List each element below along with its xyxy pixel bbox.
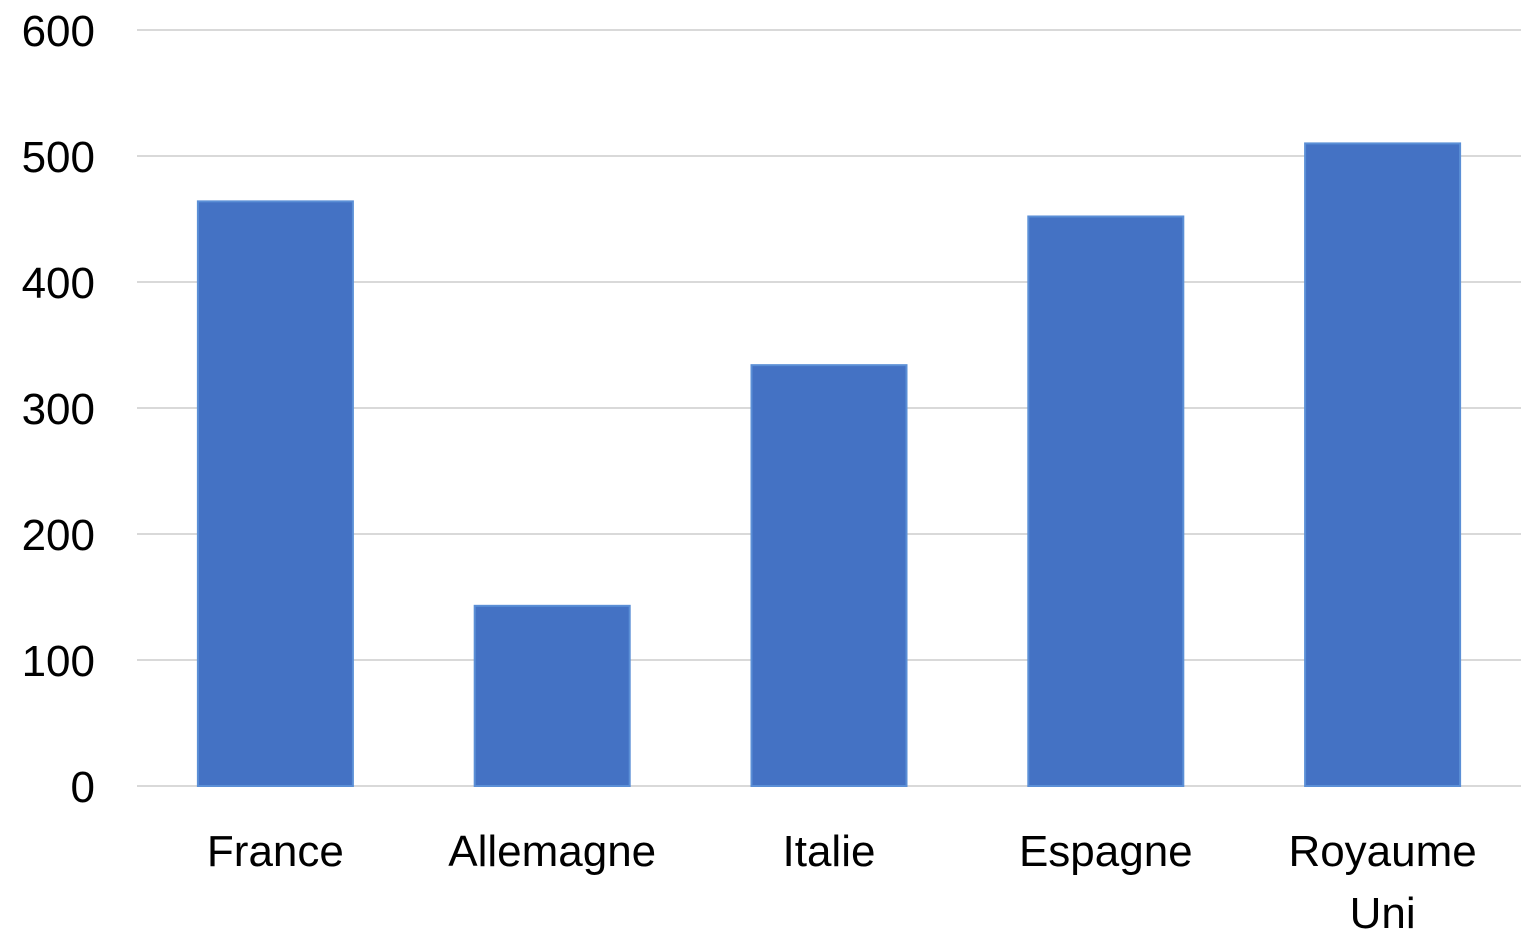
bars bbox=[196, 142, 1462, 788]
bar-italie bbox=[750, 364, 908, 787]
y-tick-label: 0 bbox=[71, 763, 95, 812]
bar-france bbox=[196, 200, 354, 788]
x-axis-tick-labels: France Allemagne Italie Espagne Royaume Uni bbox=[207, 827, 1477, 933]
bar-allemagne bbox=[473, 604, 631, 787]
x-tick-label: Royaume Uni bbox=[1288, 827, 1476, 933]
x-tick-label: France bbox=[207, 827, 344, 876]
x-tick-label: Espagne bbox=[1019, 827, 1193, 876]
bar-royaume-uni bbox=[1304, 142, 1462, 787]
y-tick-label: 100 bbox=[22, 637, 95, 686]
y-tick-label: 200 bbox=[22, 511, 95, 560]
y-tick-label: 400 bbox=[22, 259, 95, 308]
x-tick-label: Allemagne bbox=[448, 827, 656, 876]
y-tick-label: 500 bbox=[22, 133, 95, 182]
y-tick-label: 600 bbox=[22, 7, 95, 56]
x-tick-label: Italie bbox=[783, 827, 876, 876]
y-axis-tick-labels: 0 100 200 300 400 500 600 bbox=[22, 7, 95, 812]
bar-espagne bbox=[1027, 215, 1185, 788]
y-tick-label: 300 bbox=[22, 385, 95, 434]
